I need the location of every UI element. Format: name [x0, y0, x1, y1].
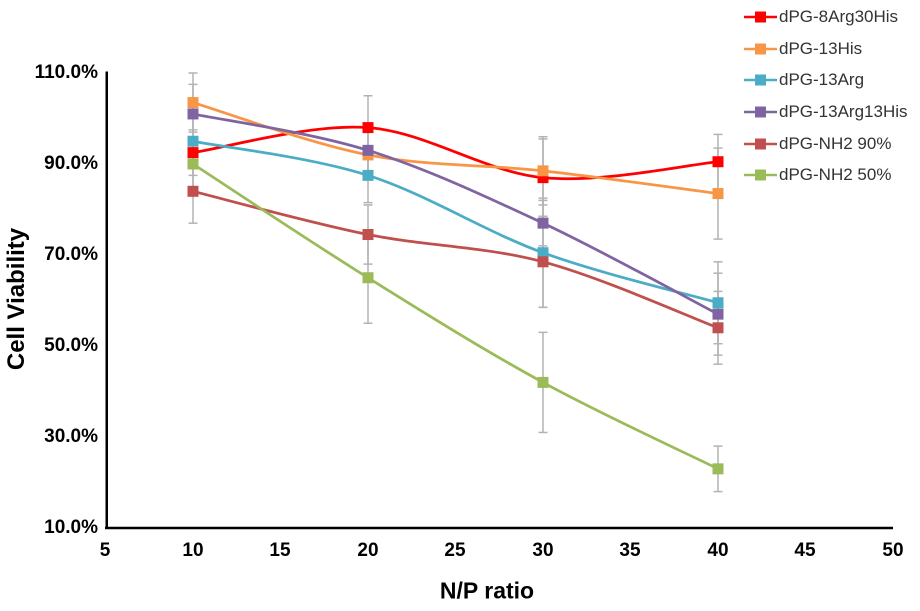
legend-marker-icon: [744, 74, 777, 86]
series-line-dPG-13His: [192, 101, 719, 195]
legend-label: dPG-13Arg13His: [779, 102, 908, 121]
legend-item-dpg-8arg30his: dPG-8Arg30His: [744, 6, 898, 28]
legend-label: dPG-13Arg: [779, 70, 865, 89]
data-point-marker-dPG-13Arg: [362, 169, 374, 181]
data-point-marker-dPG-13Arg: [537, 247, 549, 259]
data-point-marker-dPG-13His: [712, 188, 724, 200]
legend-item-dpg-nh2-90: dPG-NH2 90%: [744, 133, 891, 155]
data-point-marker-dPG-NH2 50%: [537, 376, 549, 388]
x-tick-label: 10: [182, 540, 204, 561]
legend-marker-icon: [744, 43, 777, 55]
data-point-marker-dPG-8Arg30His: [187, 147, 199, 159]
series-line-dPG-13Arg13His: [192, 112, 719, 316]
data-point-marker-dPG-NH2 90%: [362, 229, 374, 241]
data-point-marker-dPG-8Arg30His: [712, 156, 724, 168]
x-tick-label: 40: [707, 540, 729, 561]
legend-label: dPG-8Arg30His: [779, 7, 899, 26]
y-tick-label: 50.0%: [44, 335, 98, 356]
data-point-marker-dPG-8Arg30His: [537, 172, 549, 184]
legend-item-dpg-13arg13his: dPG-13Arg13His: [744, 101, 908, 123]
data-point-marker-dPG-8Arg30His: [362, 122, 374, 134]
data-point-marker-dPG-NH2 90%: [187, 185, 199, 197]
legend-marker-icon: [744, 106, 777, 118]
legend-label: dPG-NH2 50%: [779, 165, 892, 184]
series-line-dPG-13Arg: [192, 139, 719, 305]
y-tick-label: 30.0%: [44, 426, 98, 447]
data-point-marker-dPG-13His: [187, 97, 199, 109]
data-point-marker-dPG-NH2 90%: [712, 322, 724, 334]
legend-item-dpg-13his: dPG-13His: [744, 38, 862, 60]
legend-label: dPG-13His: [779, 39, 863, 58]
x-tick-label: 20: [357, 540, 379, 561]
x-tick-label: 15: [269, 540, 291, 561]
data-point-marker-dPG-13Arg13His: [187, 108, 199, 120]
data-point-marker-dPG-NH2 50%: [362, 272, 374, 284]
data-point-marker-dPG-NH2 50%: [712, 463, 724, 475]
x-tick-label: 25: [444, 540, 466, 561]
x-tick-label: 50: [882, 540, 904, 561]
x-tick-label: 45: [794, 540, 816, 561]
legend-item-dpg-13arg: dPG-13Arg: [744, 69, 864, 91]
legend-marker-icon: [744, 169, 777, 181]
data-point-marker-dPG-13Arg: [712, 297, 724, 309]
data-point-marker-dPG-13Arg13His: [537, 217, 549, 229]
series-line-dPG-NH2 50%: [192, 162, 719, 471]
y-tick-label: 70.0%: [44, 244, 98, 265]
data-point-marker-dPG-NH2 90%: [537, 256, 549, 268]
legend-marker-icon: [744, 138, 777, 150]
x-tick-label: 35: [619, 540, 641, 561]
axis-lines: [105, 71, 893, 530]
series-line-dPG-NH2 90%: [192, 189, 719, 330]
x-tick-label: 5: [99, 540, 111, 561]
series-line-dPG-8Arg30His: [192, 125, 719, 181]
data-point-marker-dPG-13Arg: [187, 135, 199, 147]
legend-item-dpg-nh2-50: dPG-NH2 50%: [744, 164, 891, 186]
x-tick-label: 30: [532, 540, 554, 561]
y-tick-label: 10.0%: [44, 517, 98, 538]
legend-label: dPG-NH2 90%: [779, 134, 892, 153]
data-point-marker-dPG-13His: [537, 165, 549, 177]
y-tick-label: 90.0%: [44, 153, 98, 174]
data-point-marker-dPG-13Arg13His: [712, 308, 724, 320]
data-point-marker-dPG-13Arg13His: [362, 144, 374, 156]
legend-marker-icon: [744, 11, 777, 23]
y-tick-label: 110.0%: [34, 62, 98, 83]
x-axis-title: N/P ratio: [439, 577, 535, 604]
data-point-marker-dPG-NH2 50%: [187, 158, 199, 170]
